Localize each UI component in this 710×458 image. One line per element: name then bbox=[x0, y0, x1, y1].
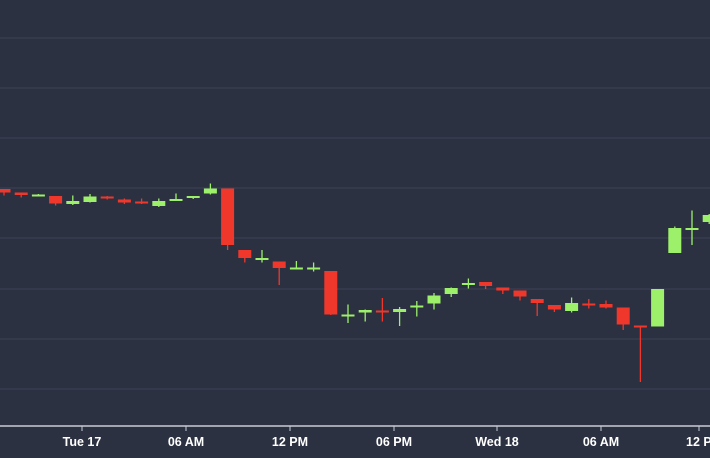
candle-30 bbox=[513, 290, 527, 301]
candle-32 bbox=[547, 305, 561, 312]
candle-25 bbox=[427, 293, 441, 310]
candle-34 bbox=[582, 299, 596, 309]
candle-10 bbox=[169, 193, 183, 201]
candle-body-39 bbox=[668, 228, 682, 253]
candle-body-10 bbox=[169, 199, 183, 201]
candle-7 bbox=[117, 198, 131, 204]
candle-18 bbox=[307, 262, 321, 272]
candle-body-21 bbox=[358, 310, 372, 313]
candle-body-20 bbox=[341, 314, 355, 317]
candle-body-14 bbox=[238, 250, 252, 258]
candle-body-29 bbox=[496, 287, 510, 291]
candle-body-2 bbox=[31, 194, 45, 197]
candle-body-40 bbox=[685, 228, 699, 230]
candle-9 bbox=[152, 198, 166, 207]
candle-16 bbox=[272, 261, 286, 285]
candle-body-4 bbox=[66, 201, 80, 204]
candle-4 bbox=[66, 195, 80, 205]
candle-6 bbox=[100, 196, 114, 200]
candle-14 bbox=[238, 250, 252, 263]
candle-body-28 bbox=[479, 282, 493, 286]
candle-38 bbox=[651, 289, 665, 327]
candle-22 bbox=[375, 298, 389, 322]
candle-body-7 bbox=[117, 199, 131, 203]
candle-23 bbox=[393, 307, 407, 326]
candle-body-37 bbox=[633, 325, 647, 328]
candle-20 bbox=[341, 304, 355, 323]
candle-37 bbox=[633, 325, 647, 382]
candle-2 bbox=[31, 194, 45, 197]
candle-39 bbox=[668, 226, 682, 253]
candle-36 bbox=[616, 307, 630, 330]
candle-41 bbox=[702, 214, 710, 224]
candle-body-8 bbox=[135, 201, 149, 204]
candle-body-17 bbox=[289, 267, 303, 270]
candle-28 bbox=[479, 282, 493, 289]
x-tick-label-2: 12 PM bbox=[272, 435, 308, 449]
candle-body-31 bbox=[530, 299, 544, 303]
candle-body-11 bbox=[186, 196, 200, 198]
candle-13 bbox=[221, 188, 235, 250]
x-tick-label-5: 06 AM bbox=[583, 435, 619, 449]
x-tick-label-4: Wed 18 bbox=[475, 435, 519, 449]
x-axis-ticks: Tue 17 06 AM 12 PM 06 PM Wed 18 06 AM 12 P bbox=[63, 426, 710, 449]
candle-1 bbox=[14, 192, 28, 198]
candle-body-18 bbox=[307, 267, 321, 270]
x-tick-label-6: 12 P bbox=[686, 435, 710, 449]
candle-19 bbox=[324, 271, 338, 315]
candle-35 bbox=[599, 300, 613, 309]
candle-body-1 bbox=[14, 192, 28, 195]
candle-26 bbox=[444, 287, 458, 297]
candle-body-33 bbox=[565, 303, 579, 311]
candles bbox=[0, 183, 710, 382]
candle-body-5 bbox=[83, 196, 97, 202]
candle-21 bbox=[358, 309, 372, 322]
candle-body-35 bbox=[599, 304, 613, 308]
x-tick-label-1: 06 AM bbox=[168, 435, 204, 449]
candle-33 bbox=[565, 297, 579, 313]
candle-body-38 bbox=[651, 289, 665, 327]
candle-body-23 bbox=[393, 309, 407, 312]
candle-body-22 bbox=[375, 310, 389, 313]
candle-body-41 bbox=[702, 215, 710, 222]
candle-body-30 bbox=[513, 290, 527, 297]
candle-body-9 bbox=[152, 201, 166, 206]
candle-5 bbox=[83, 194, 97, 203]
candle-body-36 bbox=[616, 307, 630, 325]
candle-3 bbox=[49, 196, 63, 206]
candle-27 bbox=[461, 278, 475, 289]
candle-0 bbox=[0, 189, 11, 196]
candle-body-13 bbox=[221, 188, 235, 245]
candle-29 bbox=[496, 287, 510, 294]
candle-body-25 bbox=[427, 295, 441, 304]
candle-body-16 bbox=[272, 261, 286, 268]
candle-body-32 bbox=[547, 305, 561, 310]
candle-12 bbox=[203, 183, 217, 195]
candle-body-3 bbox=[49, 196, 63, 204]
candle-body-34 bbox=[582, 303, 596, 306]
candle-body-24 bbox=[410, 305, 424, 308]
candle-15 bbox=[255, 250, 269, 263]
candle-11 bbox=[186, 196, 200, 199]
candle-body-6 bbox=[100, 196, 114, 199]
candle-31 bbox=[530, 299, 544, 316]
candle-17 bbox=[289, 261, 303, 270]
candle-body-0 bbox=[0, 189, 11, 193]
candle-24 bbox=[410, 301, 424, 317]
candle-40 bbox=[685, 210, 699, 245]
x-tick-label-3: 06 PM bbox=[376, 435, 412, 449]
candle-body-15 bbox=[255, 258, 269, 260]
gridlines bbox=[0, 37, 710, 390]
candle-body-19 bbox=[324, 271, 338, 315]
candle-body-26 bbox=[444, 288, 458, 294]
candle-body-12 bbox=[203, 188, 217, 194]
candle-8 bbox=[135, 198, 149, 204]
candle-body-27 bbox=[461, 283, 475, 285]
x-tick-label-0: Tue 17 bbox=[63, 435, 102, 449]
